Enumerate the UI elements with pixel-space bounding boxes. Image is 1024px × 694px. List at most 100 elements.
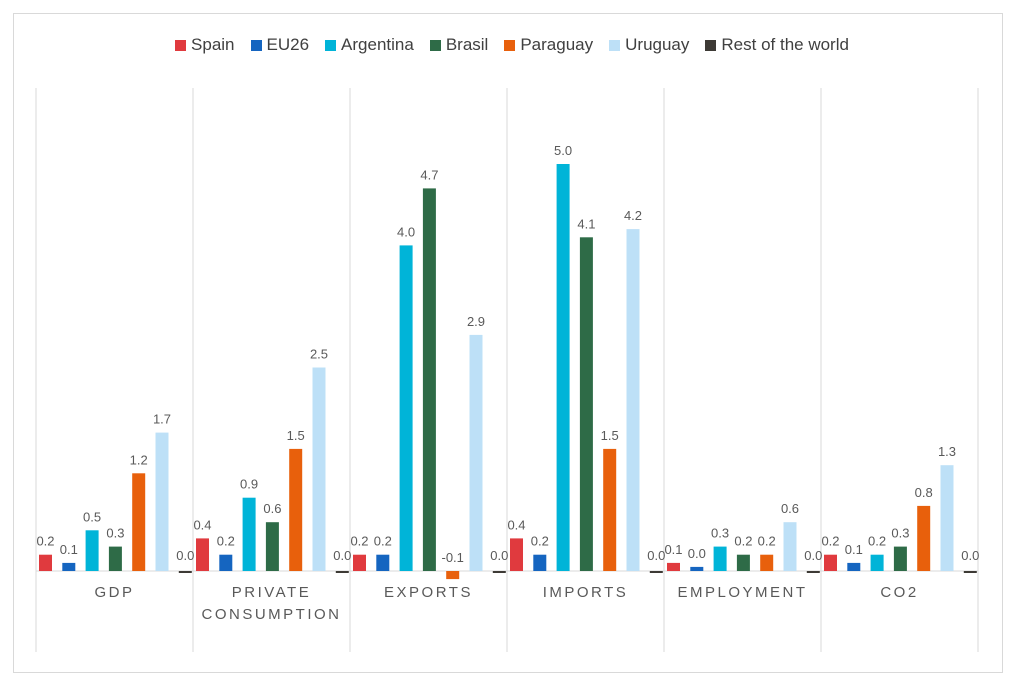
data-label: 0.2 (758, 534, 776, 549)
data-label: 0.1 (664, 542, 682, 557)
bar-argentina (556, 164, 570, 571)
category-label: GDP (94, 584, 134, 601)
bar-spain (353, 554, 366, 571)
legend-label: EU26 (266, 35, 310, 54)
bar-paraguay (760, 554, 774, 571)
data-label: 0.2 (531, 534, 549, 549)
legend-label: Paraguay (520, 35, 594, 54)
category-label: IMPORTS (543, 584, 629, 601)
bar-spain (667, 562, 680, 571)
data-label: 0.8 (915, 485, 933, 500)
data-label: 0.3 (891, 526, 909, 541)
bar-paraguay (132, 473, 146, 571)
data-label: 0.2 (734, 534, 752, 549)
category-label: CONSUMPTION (202, 606, 342, 623)
category-label: CO2 (880, 584, 918, 601)
data-label: 1.3 (938, 444, 956, 459)
bar-rest-of-the-world (178, 571, 192, 573)
data-label: 0.2 (374, 534, 392, 549)
data-label: 2.9 (467, 314, 485, 329)
bar-brasil (108, 546, 122, 571)
data-label: 0.2 (217, 534, 235, 549)
bar-eu26 (376, 554, 390, 571)
chart-frame (13, 13, 1003, 673)
legend-swatch (504, 39, 516, 51)
data-label: 1.2 (130, 452, 148, 467)
data-label: 0.2 (821, 534, 839, 549)
legend-item-uruguay: Uruguay (609, 35, 689, 55)
bar-paraguay (289, 448, 303, 571)
legend-swatch (250, 39, 262, 51)
data-label: 0.2 (868, 534, 886, 549)
category-label: EMPLOYMENT (677, 584, 807, 601)
bar-rest-of-the-world (806, 571, 820, 573)
legend-item-rest-of-the-world: Rest of the world (705, 35, 849, 55)
bar-rest-of-the-world (335, 571, 349, 573)
data-label: 4.2 (624, 208, 642, 223)
data-label: 0.4 (507, 517, 525, 532)
legend-item-paraguay: Paraguay (504, 35, 593, 55)
bar-eu26 (219, 554, 233, 571)
bar-uruguay (155, 432, 169, 571)
data-label: 0.3 (106, 526, 124, 541)
bar-paraguay (603, 448, 617, 571)
data-label: 4.7 (420, 167, 438, 182)
legend-label: Rest of the world (721, 35, 849, 54)
bar-rest-of-the-world (963, 571, 977, 573)
bar-brasil (736, 554, 750, 571)
bar-brasil (579, 237, 593, 572)
data-label: 1.5 (601, 428, 619, 443)
data-label: 0.0 (688, 546, 706, 561)
data-label: -0.1 (441, 550, 463, 565)
data-label: 0.0 (176, 548, 194, 563)
data-label: 0.3 (711, 526, 729, 541)
bar-eu26 (533, 554, 547, 571)
data-label: 1.7 (153, 412, 171, 427)
legend-item-spain: Spain (175, 35, 235, 55)
bar-paraguay (917, 505, 931, 571)
bar-argentina (242, 497, 256, 571)
data-label: 0.1 (845, 542, 863, 557)
legend-item-eu26: EU26 (250, 35, 310, 55)
bar-uruguay (469, 334, 483, 571)
data-label: 0.5 (83, 509, 101, 524)
legend-label: Spain (191, 35, 235, 54)
data-label: 0.0 (804, 548, 822, 563)
category-label: PRIVATE (232, 584, 311, 601)
bar-brasil (265, 522, 279, 571)
bar-rest-of-the-world (649, 571, 663, 573)
bar-uruguay (783, 522, 797, 571)
data-label: 0.0 (333, 548, 351, 563)
data-label: 4.1 (577, 216, 595, 231)
bar-uruguay (312, 367, 326, 571)
bar-paraguay (446, 571, 460, 580)
legend-swatch (175, 39, 187, 51)
legend-swatch (429, 39, 441, 51)
data-label: 0.0 (961, 548, 979, 563)
legend-swatch (325, 39, 337, 51)
data-label: 0.6 (263, 501, 281, 516)
data-label: 0.0 (647, 548, 665, 563)
bar-eu26 (62, 562, 76, 571)
bar-uruguay (940, 465, 954, 571)
bar-spain (824, 554, 837, 571)
bar-argentina (870, 554, 884, 571)
legend-item-brasil: Brasil (429, 35, 489, 55)
data-label: 0.6 (781, 501, 799, 516)
data-label: 0.4 (193, 517, 211, 532)
bar-argentina (85, 530, 99, 571)
category-label: EXPORTS (384, 584, 473, 601)
data-label: 0.9 (240, 477, 258, 492)
data-label: 0.1 (60, 542, 78, 557)
legend-label: Uruguay (625, 35, 690, 54)
legend-label: Brasil (445, 35, 489, 54)
bar-eu26 (690, 566, 704, 571)
legend-label: Argentina (341, 35, 414, 54)
data-label: 4.0 (397, 224, 415, 239)
legend-swatch (609, 39, 621, 51)
bar-eu26 (847, 562, 861, 571)
data-label: 5.0 (554, 143, 572, 158)
legend: Spain EU26 Argentina Brasil Paraguay Uruguay R… (0, 33, 1024, 57)
data-label: 0.2 (36, 534, 54, 549)
data-label: 0.0 (490, 548, 508, 563)
